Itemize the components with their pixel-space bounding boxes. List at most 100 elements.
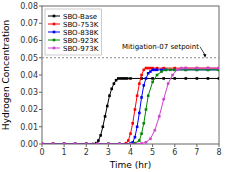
data-point [134, 136, 137, 139]
x-tick [196, 144, 197, 147]
data-point [147, 67, 150, 70]
x-tick [86, 144, 87, 147]
legend-label: SBO-753K [63, 21, 99, 29]
data-point [160, 70, 163, 73]
y-tick-label: 0.06 [20, 36, 38, 45]
y-tick [39, 23, 42, 24]
data-point [117, 77, 120, 80]
series-line [42, 70, 219, 144]
y-tick [39, 6, 42, 7]
data-point [126, 77, 129, 80]
data-point [118, 143, 121, 144]
data-point [151, 77, 154, 80]
data-point [149, 138, 152, 141]
y-tick-label: 0.02 [20, 105, 38, 114]
data-point [96, 143, 99, 144]
legend-label: SBO-923K [63, 37, 99, 45]
data-point [142, 84, 145, 87]
data-point [142, 69, 145, 72]
data-point [97, 139, 100, 142]
data-point [162, 98, 165, 101]
x-axis-label: Time (hr) [109, 160, 151, 170]
y-tick [39, 126, 42, 127]
data-point [118, 143, 121, 144]
legend-marker [53, 31, 56, 34]
data-point [147, 94, 150, 97]
data-point [151, 81, 154, 84]
data-point [74, 143, 77, 144]
data-point [156, 74, 159, 77]
y-tick-label: 0.00 [20, 140, 38, 149]
x-tick [130, 144, 131, 147]
data-point [136, 143, 139, 144]
series-line [42, 78, 219, 144]
data-point [196, 77, 199, 80]
annotation-arrowhead [203, 54, 207, 58]
data-point [96, 143, 99, 144]
series-line [42, 68, 219, 144]
legend-label: SBO-973K [63, 45, 99, 53]
x-tick-label: 6 [172, 148, 177, 157]
data-point [154, 69, 157, 72]
data-point [207, 67, 210, 70]
data-point [136, 125, 139, 128]
y-tick-label: 0.01 [20, 123, 38, 132]
data-point [74, 143, 77, 144]
data-point [138, 82, 141, 85]
data-point [154, 129, 157, 132]
data-point [140, 74, 143, 77]
data-point [129, 143, 132, 144]
data-point [196, 67, 199, 70]
data-point [134, 108, 137, 111]
data-point [107, 143, 110, 144]
y-tick [39, 92, 42, 93]
data-point [165, 69, 168, 72]
data-point [104, 115, 107, 118]
legend-handle [48, 32, 60, 33]
series-line [42, 70, 219, 144]
data-point [107, 143, 110, 144]
legend-marker [53, 23, 56, 26]
data-point [52, 143, 55, 144]
data-point [96, 143, 99, 144]
data-point [140, 142, 143, 144]
data-point [140, 132, 143, 135]
y-axis-label: Hydrogen Concentration [1, 20, 11, 130]
data-point [110, 88, 113, 91]
y-tick-label: 0.03 [20, 88, 38, 97]
data-point [102, 125, 105, 128]
annotation-arrow [200, 47, 205, 55]
x-tick [219, 144, 220, 147]
legend-handle [48, 24, 60, 25]
y-tick [39, 57, 42, 58]
data-point [118, 143, 121, 144]
x-tick [174, 144, 175, 147]
data-point [52, 143, 55, 144]
data-point [185, 77, 188, 80]
data-point [85, 143, 88, 144]
annotation-text: Mitigation-07 setpoint [122, 43, 199, 51]
data-point [185, 67, 188, 70]
data-point [129, 77, 132, 80]
data-point [63, 143, 66, 144]
data-point [180, 67, 183, 70]
data-point [158, 115, 161, 118]
data-point [74, 143, 77, 144]
data-point [85, 143, 88, 144]
y-tick-label: 0.07 [20, 19, 38, 28]
data-point [149, 67, 152, 70]
data-point [107, 143, 110, 144]
data-point [218, 77, 219, 80]
data-point [218, 67, 219, 70]
data-point [207, 67, 210, 70]
data-point [147, 72, 150, 75]
data-point [118, 143, 121, 144]
legend-marker [53, 39, 56, 42]
data-point [129, 142, 132, 144]
data-point [63, 143, 66, 144]
data-point [145, 141, 148, 144]
x-tick-label: 2 [84, 148, 89, 157]
data-point [173, 77, 176, 80]
data-point [129, 143, 132, 144]
x-tick-label: 8 [216, 148, 221, 157]
